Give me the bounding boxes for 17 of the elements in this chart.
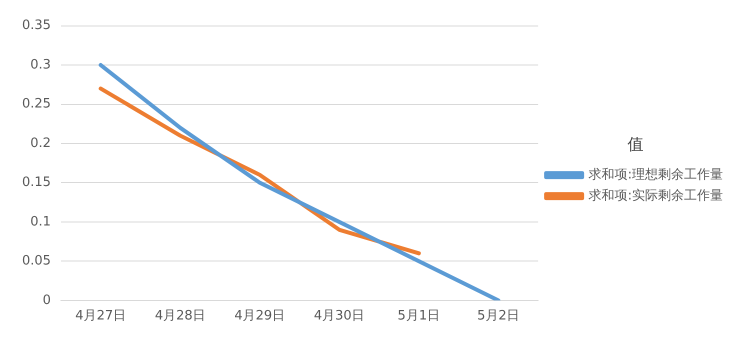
y-tick-label: 0.3 [30,57,51,72]
y-tick-label: 0.05 [22,254,51,269]
y-tick-label: 0.1 [30,214,51,230]
y-tick-label: 0.35 [22,18,51,34]
x-tick-label: 4月28日 [154,308,206,324]
y-tick-label: 0.25 [22,96,51,112]
x-tick-label: 5月2日 [477,308,520,324]
x-tick-label: 4月29日 [234,308,286,324]
x-tick-label: 4月27日 [75,308,126,324]
x-tick-label: 4月30日 [314,308,365,324]
legend-label: 求和项:理想剩余工作量 [588,167,724,182]
y-tick-label: 0 [42,292,51,308]
y-tick-label: 0.15 [22,175,51,190]
legend-title: 值 [628,134,644,154]
y-tick-label: 0.2 [30,136,51,151]
x-tick-label: 5月1日 [398,308,440,324]
legend-label: 求和项:实际剩余工作量 [588,188,724,204]
